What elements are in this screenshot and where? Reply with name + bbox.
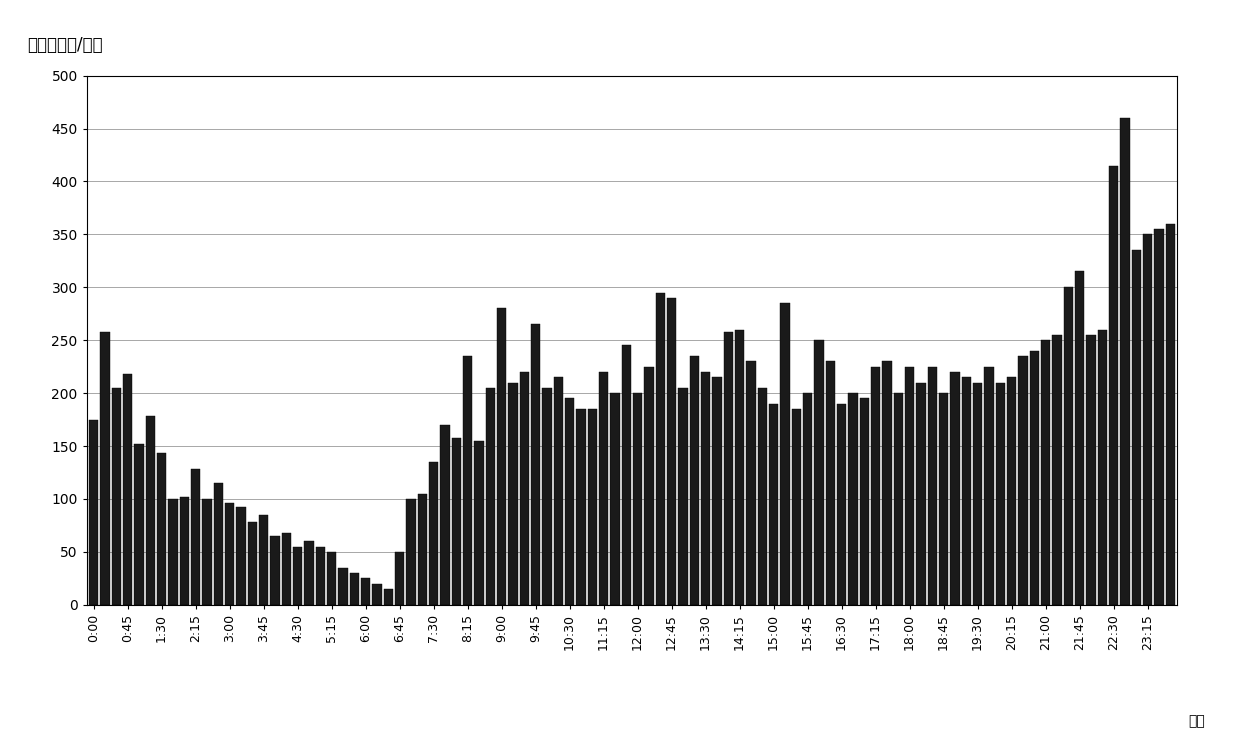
Bar bbox=[237, 507, 245, 605]
Bar bbox=[486, 388, 494, 605]
Bar bbox=[871, 367, 880, 605]
Bar bbox=[248, 522, 256, 605]
Bar bbox=[576, 409, 586, 605]
Bar bbox=[305, 541, 313, 605]
Bar bbox=[1018, 356, 1027, 605]
Bar bbox=[701, 372, 710, 605]
Bar bbox=[191, 469, 201, 605]
Bar bbox=[89, 420, 98, 605]
Bar bbox=[1041, 340, 1051, 605]
Bar bbox=[1075, 271, 1084, 605]
Bar bbox=[1131, 250, 1141, 605]
Bar bbox=[530, 324, 540, 605]
Bar bbox=[769, 404, 778, 605]
Bar bbox=[508, 383, 518, 605]
Bar bbox=[1120, 118, 1130, 605]
Bar bbox=[1166, 224, 1175, 605]
Bar bbox=[939, 393, 948, 605]
Bar bbox=[395, 552, 404, 605]
Bar bbox=[882, 361, 892, 605]
Bar bbox=[134, 444, 144, 605]
Bar bbox=[836, 404, 846, 605]
Bar bbox=[984, 367, 994, 605]
Bar bbox=[554, 377, 563, 605]
Bar bbox=[1007, 377, 1016, 605]
Bar bbox=[451, 438, 461, 605]
Bar bbox=[112, 388, 121, 605]
Bar bbox=[213, 483, 223, 605]
Bar bbox=[145, 417, 155, 605]
Bar bbox=[475, 441, 483, 605]
Text: 时间: 时间 bbox=[1188, 714, 1204, 728]
Bar bbox=[202, 499, 212, 605]
Bar bbox=[338, 568, 347, 605]
Bar bbox=[406, 499, 415, 605]
Bar bbox=[814, 340, 824, 605]
Bar bbox=[384, 589, 393, 605]
Bar bbox=[735, 330, 745, 605]
Bar bbox=[259, 515, 268, 605]
Bar bbox=[961, 377, 971, 605]
Bar bbox=[781, 303, 789, 605]
Bar bbox=[418, 494, 427, 605]
Bar bbox=[622, 345, 631, 605]
Bar bbox=[1109, 166, 1119, 605]
Bar bbox=[123, 374, 133, 605]
Bar bbox=[667, 298, 676, 605]
Bar bbox=[996, 383, 1005, 605]
Bar bbox=[519, 372, 529, 605]
Bar bbox=[1063, 287, 1073, 605]
Bar bbox=[316, 547, 325, 605]
Bar bbox=[690, 356, 699, 605]
Bar bbox=[1087, 335, 1095, 605]
Bar bbox=[1052, 335, 1062, 605]
Bar bbox=[928, 367, 937, 605]
Bar bbox=[849, 393, 857, 605]
Bar bbox=[429, 462, 439, 605]
Bar bbox=[565, 398, 574, 605]
Bar bbox=[349, 573, 359, 605]
Bar bbox=[633, 393, 642, 605]
Bar bbox=[372, 584, 382, 605]
Bar bbox=[792, 409, 800, 605]
Bar bbox=[270, 536, 280, 605]
Bar bbox=[463, 356, 472, 605]
Bar bbox=[543, 388, 551, 605]
Bar bbox=[157, 454, 166, 605]
Bar bbox=[746, 361, 756, 605]
Bar bbox=[169, 499, 177, 605]
Bar bbox=[803, 393, 813, 605]
Bar bbox=[100, 332, 109, 605]
Bar bbox=[361, 578, 370, 605]
Bar bbox=[327, 552, 336, 605]
Bar bbox=[724, 332, 733, 605]
Text: 航空器数量/架次: 航空器数量/架次 bbox=[27, 36, 103, 54]
Bar bbox=[644, 367, 653, 605]
Bar bbox=[292, 547, 302, 605]
Bar bbox=[973, 383, 983, 605]
Bar bbox=[904, 367, 914, 605]
Bar bbox=[1142, 234, 1152, 605]
Bar bbox=[1155, 229, 1163, 605]
Bar bbox=[440, 425, 450, 605]
Bar bbox=[678, 388, 688, 605]
Bar bbox=[281, 533, 291, 605]
Bar bbox=[497, 308, 507, 605]
Bar bbox=[860, 398, 869, 605]
Bar bbox=[180, 497, 188, 605]
Bar bbox=[712, 377, 721, 605]
Bar bbox=[825, 361, 835, 605]
Bar bbox=[950, 372, 959, 605]
Bar bbox=[598, 372, 608, 605]
Bar bbox=[587, 409, 597, 605]
Bar bbox=[611, 393, 620, 605]
Bar bbox=[225, 503, 234, 605]
Bar bbox=[655, 293, 665, 605]
Bar bbox=[757, 388, 767, 605]
Bar bbox=[893, 393, 903, 605]
Bar bbox=[917, 383, 926, 605]
Bar bbox=[1098, 330, 1106, 605]
Bar bbox=[1030, 351, 1038, 605]
